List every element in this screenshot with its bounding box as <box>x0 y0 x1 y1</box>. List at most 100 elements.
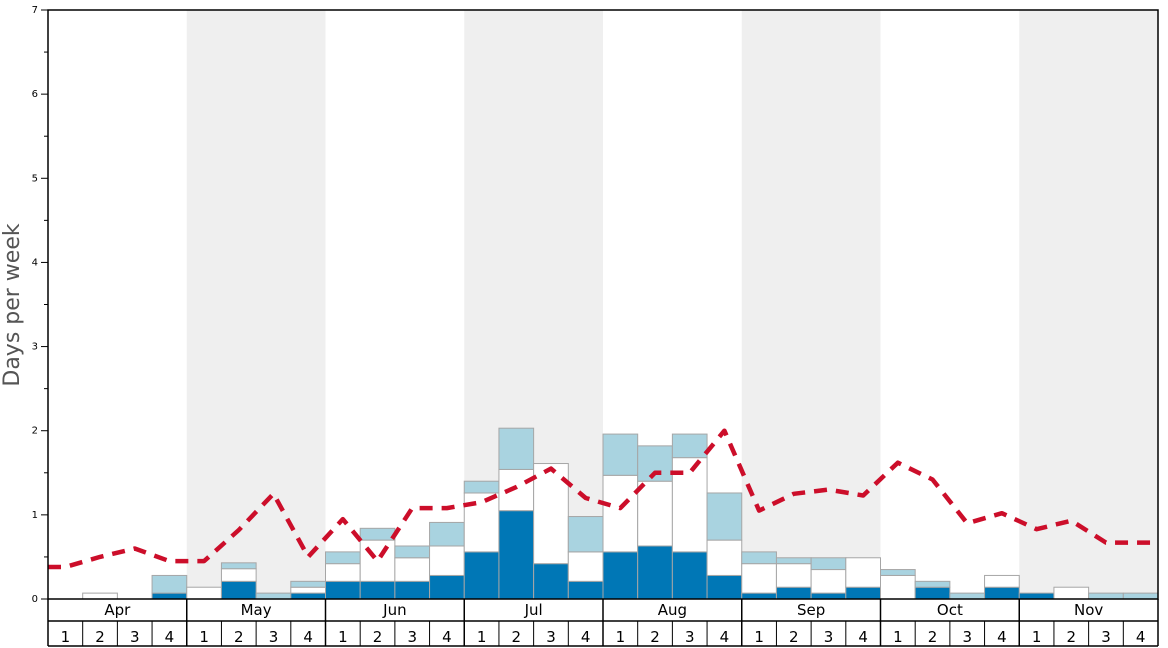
week-label: 2 <box>650 628 660 646</box>
bar-segment-light <box>810 557 847 571</box>
bar-segment-dark <box>220 580 257 600</box>
week-label: 2 <box>512 628 522 646</box>
week-label: 4 <box>997 628 1007 646</box>
week-label: 1 <box>199 628 209 646</box>
week-label: 1 <box>477 628 487 646</box>
bar-segment-white <box>810 569 847 594</box>
bar-segment-dark <box>671 551 708 600</box>
bar-segment-dark <box>984 586 1020 600</box>
y-tick-label: 4 <box>32 257 38 268</box>
month-label-aug: Aug <box>658 601 687 619</box>
bar-segment-dark <box>845 586 881 600</box>
bar-segment-light <box>290 580 326 588</box>
series-line <box>48 428 1158 570</box>
week-label: 2 <box>234 628 244 646</box>
bar-segment-light <box>1088 592 1124 600</box>
average-line <box>48 428 1158 570</box>
week-label: 3 <box>407 628 417 646</box>
month-label-may: May <box>241 601 272 619</box>
bar-segment-dark <box>914 586 951 600</box>
bar-segment-dark <box>290 592 326 600</box>
bar-segment-white <box>775 563 812 588</box>
month-band-may <box>186 10 326 599</box>
week-label: 4 <box>442 628 452 646</box>
bar-segment-dark <box>394 580 431 600</box>
y-tick-label: 3 <box>32 342 38 353</box>
week-label: 2 <box>928 628 938 646</box>
bar-segment-light <box>359 527 396 541</box>
x-axis: Apr May Jun Jul Aug Sep Oct Nov 1 2 3 4 1 2 3 4 1 2 3 4 1 2 3 4… <box>47 599 1159 647</box>
y-tick-label: 5 <box>32 173 38 184</box>
bar-segment-dark <box>706 574 743 600</box>
bar-segment-light <box>325 551 361 565</box>
bar-segment-white <box>845 557 881 588</box>
month-bands <box>186 10 1158 599</box>
bar-segment-dark <box>637 545 673 600</box>
week-label: 4 <box>1136 628 1146 646</box>
bar-segment-white <box>1053 586 1090 600</box>
bar-segment-dark <box>567 580 604 600</box>
bar-segment-white <box>706 539 743 576</box>
bar-segment-light <box>463 480 500 494</box>
week-label: 4 <box>165 628 175 646</box>
bar-segment-dark <box>429 574 465 600</box>
month-label-apr: Apr <box>104 601 131 619</box>
bar-segment-dark <box>775 586 812 600</box>
week-label: 3 <box>269 628 279 646</box>
y-axis-label: Days per week <box>0 223 25 386</box>
bar-segment-white <box>186 586 222 600</box>
bar-segment-dark <box>533 563 569 600</box>
bar-segment-white <box>567 551 604 582</box>
bar-segment-dark <box>151 592 188 600</box>
week-label: 4 <box>858 628 868 646</box>
bar-segment-white <box>290 586 326 594</box>
bar-segment-dark <box>463 551 500 600</box>
month-band-nov <box>1019 10 1158 599</box>
bar-segment-white <box>463 492 500 553</box>
week-label: 3 <box>962 628 972 646</box>
bar-segment-white <box>82 592 118 600</box>
week-label: 2 <box>373 628 383 646</box>
bar-segment-light <box>914 580 951 588</box>
y-tick-label: 0 <box>32 594 38 605</box>
bar-segment-dark <box>498 510 535 600</box>
week-label: 2 <box>1067 628 1077 646</box>
week-label: 4 <box>303 628 313 646</box>
week-label: 3 <box>685 628 695 646</box>
bar-segment-light <box>220 562 257 570</box>
bar-segment-white <box>880 574 916 600</box>
bar-segment-white <box>220 568 257 582</box>
week-label: 3 <box>824 628 834 646</box>
week-label: 2 <box>789 628 799 646</box>
bar-segment-white <box>741 563 777 594</box>
month-label-jun: Jun <box>382 601 406 619</box>
bar-segment-white <box>394 557 431 582</box>
bar-segment-light <box>602 433 639 476</box>
bar-segment-white <box>637 480 673 547</box>
week-label: 3 <box>1101 628 1111 646</box>
bar-segment-white <box>602 474 639 553</box>
bar-segment-light <box>880 569 916 576</box>
bar-segment-dark <box>325 580 361 600</box>
week-label: 1 <box>616 628 626 646</box>
bars <box>82 427 1159 600</box>
bar-segment-light <box>151 574 188 594</box>
week-label: 1 <box>338 628 348 646</box>
bar-segment-light <box>775 557 812 565</box>
bar-segment-white <box>359 539 396 582</box>
bar-segment-light <box>706 492 743 541</box>
bar-segment-light <box>741 551 777 565</box>
y-axis: 0 1 2 3 4 5 6 7 <box>32 5 48 605</box>
week-label: 4 <box>720 628 730 646</box>
y-tick-label: 6 <box>32 89 38 100</box>
bar-segment-light <box>567 516 604 553</box>
bar-segment-light <box>429 521 465 547</box>
bar-segment-light <box>671 433 708 459</box>
y-tick-label: 1 <box>32 510 38 521</box>
bar-segment-light <box>1122 592 1159 600</box>
bar-segment-dark <box>1018 592 1055 600</box>
bar-segment-dark <box>359 580 396 600</box>
week-label: 1 <box>754 628 764 646</box>
month-label-nov: Nov <box>1074 601 1103 619</box>
